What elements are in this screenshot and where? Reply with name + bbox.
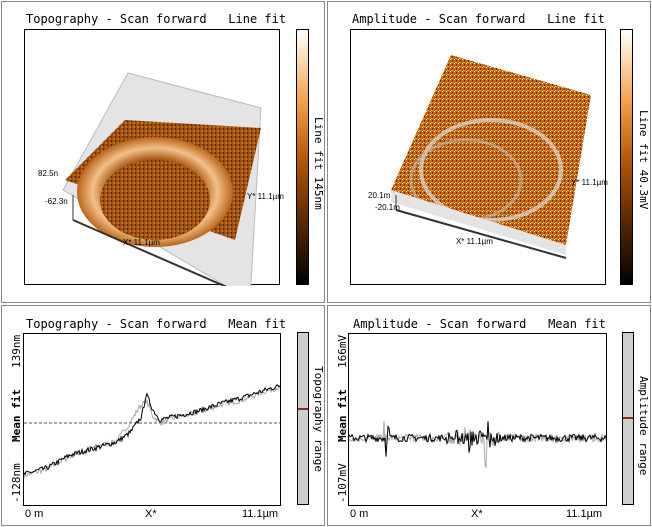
y-bottom-label: -107mV [336,463,349,503]
range-marker[interactable] [298,408,308,410]
colorbar [620,29,633,285]
y-top-label: 166mV [336,334,349,368]
range-label: Topography range [312,366,325,472]
colorbar [296,29,309,285]
x-axis-title: X* [145,508,157,520]
forward-trace [349,421,606,457]
backward-trace [24,384,280,479]
y-bottom-label: -128nm [10,463,23,503]
x-end-label: 11.1µm [566,508,603,520]
x-axis-title: X* [471,508,483,520]
amplitude-surface [391,55,591,259]
x-axis-label: X* 11.1µm [123,238,160,247]
topography-image-panel: Topography - Scan forward Line fit 82.5n… [1,1,325,303]
amplitude-image-panel: Amplitude - Scan forward Line fit 20.1m … [327,1,651,303]
amplitude-3d-view[interactable]: 20.1m -20.1m Y* 11.1µm X* 11.1µm [350,29,608,285]
amplitude-profile-panel: Amplitude - Scan forward Mean fit 166mV … [327,305,651,526]
z-min-label: -62.3n [45,197,68,206]
y-top-label: 139nm [10,334,23,368]
range-label: Amplitude range [637,376,650,476]
y-axis-title: Mean fit [10,389,23,442]
topography-profile-plot[interactable] [23,333,281,506]
panel-title: Amplitude - Scan forward Line fit [352,12,605,26]
y-axis-label: Y* 11.1µm [247,192,284,201]
amplitude-range-bar[interactable] [622,332,634,505]
x-axis-label: X* 11.1µm [456,237,493,246]
x-start-label: 0 m [350,508,369,520]
amplitude-profile-plot[interactable] [348,333,607,506]
z-min-label: -20.1m [375,203,400,212]
colorbar-label: Line fit 145nm [312,117,325,210]
y-axis-title: Mean fit [336,389,349,442]
panel-title: Amplitude - Scan forward Mean fit [353,317,606,331]
z-max-label: 82.5n [38,169,59,178]
topography-profile-panel: Topography - Scan forward Mean fit 139nm… [1,305,325,526]
y-axis-label: Y* 11.1µm [571,178,608,187]
topography-3d-view[interactable]: 82.5n -62.3n Y* 11.1µm X* 11.1µm [24,29,284,286]
range-marker[interactable] [623,417,633,419]
colorbar-label: Line fit 40.3mV [637,110,650,210]
x-end-label: 11.1µm [242,508,279,520]
panel-title: Topography - Scan forward Line fit [26,12,287,26]
panel-title: Topography - Scan forward Mean fit [26,317,287,331]
forward-trace [24,384,280,476]
topography-surface [62,72,262,286]
x-start-label: 0 m [25,508,44,520]
topography-range-bar[interactable] [297,332,309,505]
z-max-label: 20.1m [368,191,391,200]
